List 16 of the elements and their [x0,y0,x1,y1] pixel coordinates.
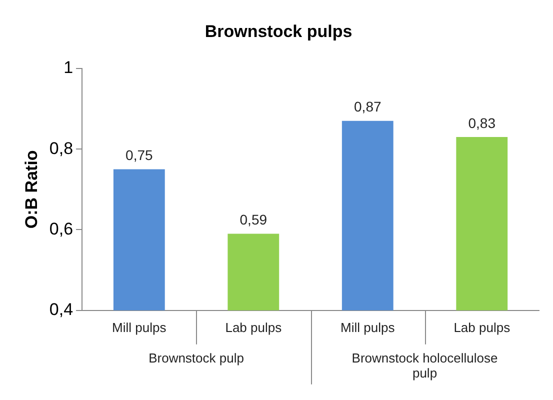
text: Brownstock pulp [148,350,244,366]
x-tick-label: Mill pulps [340,320,396,335]
data-label: 0,83 [468,114,496,131]
data-label: 0,87 [354,98,382,115]
text: Brownstock holocellulose pulp [352,350,498,380]
x-tick-label: Lab pulps [454,320,511,335]
x-tick-label: Lab pulps [225,320,282,335]
y-tick-label: 1 [64,58,74,78]
y-axis-title: O:B Ratio [22,150,41,229]
chart-title: Brownstock pulps [204,22,352,41]
y-tick-label: 0,8 [49,138,74,158]
data-label: 0,75 [126,147,153,164]
x-tick-label: Mill pulps [112,320,167,335]
y-tick-label: 0,6 [49,219,74,238]
data-label: 0,59 [240,212,268,228]
y-tick-label: 0,4 [49,300,74,320]
